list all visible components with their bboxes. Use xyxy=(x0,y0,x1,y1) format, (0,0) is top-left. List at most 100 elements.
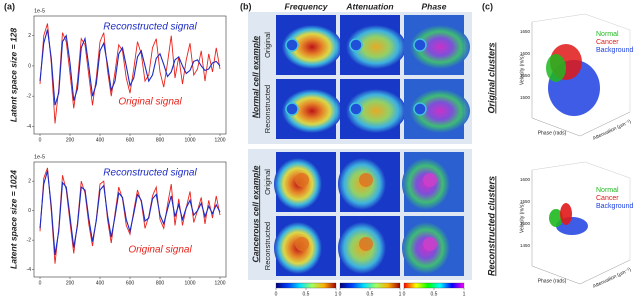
y-tick-label: -2 xyxy=(27,94,32,100)
z-tick-label: 1550 xyxy=(520,199,531,204)
z-axis-label: Velocity (m/s) xyxy=(519,203,525,233)
legend-label: Reconstructed signal xyxy=(103,168,197,179)
y-axis-label: Attenuation (μm⁻¹) xyxy=(592,267,632,290)
colorbar-tick-label: 1 xyxy=(335,291,338,297)
colorbar-tick-label: 0 xyxy=(339,291,342,297)
nucleus xyxy=(413,38,427,52)
offset-label: 1e-5 xyxy=(34,8,45,14)
plot-frame xyxy=(33,161,227,278)
cell xyxy=(410,25,470,69)
nucleus xyxy=(295,237,309,251)
legend-label: Original signal xyxy=(118,97,182,108)
legend-label: Cancer xyxy=(596,195,619,202)
panel-label: (c) xyxy=(482,1,493,11)
nucleus xyxy=(423,173,437,187)
group-title: Normal cell example xyxy=(250,36,260,118)
legend-label: Cancer xyxy=(596,39,619,46)
x-tick-label: 800 xyxy=(156,280,165,286)
z-axis-label: Velocity (m/s) xyxy=(519,55,525,85)
legend-label: Original signal xyxy=(128,245,192,256)
offset-label: 1e-5 xyxy=(34,154,45,160)
nucleus xyxy=(413,102,427,116)
row-label: Original xyxy=(263,169,272,195)
x-tick-label: 400 xyxy=(96,280,105,286)
z-tick-label: 1650 xyxy=(520,29,531,34)
colorbar-tick-label: 1 xyxy=(463,291,466,297)
colorbar-tick-label: 0.5 xyxy=(367,291,374,297)
z-tick-label: 1450 xyxy=(520,243,531,248)
legend-label: Normal xyxy=(596,187,619,194)
plot-title: Original clusters xyxy=(486,42,496,113)
y-tick-label: 0 xyxy=(28,208,31,214)
z-tick-label: 1500 xyxy=(520,221,531,226)
z-tick-label: 1550 xyxy=(520,73,531,78)
nucleus xyxy=(359,237,373,251)
nucleus xyxy=(295,173,309,187)
group-title: Cancerous cell example xyxy=(250,165,260,262)
legend-label: Background xyxy=(596,203,633,210)
cell xyxy=(282,25,342,69)
signal-line xyxy=(39,170,221,255)
nucleus xyxy=(423,237,437,251)
y-axis-label: Latent space size = 128 xyxy=(8,28,18,123)
colorbar-tick-label: 0.5 xyxy=(303,291,310,297)
colorbar-tick-label: 0.5 xyxy=(431,291,438,297)
z-tick-label: 1600 xyxy=(520,177,531,182)
axis-box xyxy=(531,170,631,285)
x-tick-label: 200 xyxy=(66,137,75,143)
axis-box xyxy=(531,161,631,260)
cluster-cancer xyxy=(560,203,572,225)
x-axis-label: Phase (rads) xyxy=(538,130,567,136)
nucleus xyxy=(285,38,299,52)
x-axis-label: Phase (rads) xyxy=(538,278,567,284)
row-label: Original xyxy=(263,32,272,58)
x-tick-label: 1200 xyxy=(214,280,225,286)
axis-box xyxy=(531,13,631,112)
x-tick-label: 1200 xyxy=(214,137,225,143)
z-tick-label: 1500 xyxy=(520,95,531,100)
nucleus xyxy=(285,102,299,116)
colorbar xyxy=(403,282,465,289)
column-header: Attenuation xyxy=(345,1,393,11)
cell xyxy=(346,89,406,133)
cluster-normal xyxy=(546,54,566,82)
x-tick-label: 600 xyxy=(126,137,135,143)
column-header: Phase xyxy=(421,1,446,11)
signal-line xyxy=(39,29,221,106)
y-tick-label: 0 xyxy=(28,63,31,69)
colorbar xyxy=(339,282,401,289)
nucleus xyxy=(359,173,373,187)
row-label: Reconstructed xyxy=(263,85,272,133)
x-tick-label: 1000 xyxy=(184,137,195,143)
x-tick-label: 0 xyxy=(39,280,42,286)
signal-line xyxy=(39,23,221,124)
colorbar-tick-label: 1 xyxy=(399,291,402,297)
row-label: Reconstructed xyxy=(263,222,272,270)
cluster-normal xyxy=(549,209,563,227)
nucleus xyxy=(349,102,363,116)
x-tick-label: 1000 xyxy=(184,280,195,286)
colorbar-tick-label: 0 xyxy=(275,291,278,297)
cell xyxy=(282,89,342,133)
panel-label: (a) xyxy=(4,1,15,11)
y-axis-label: Latent space size = 1024 xyxy=(8,170,18,269)
x-tick-label: 600 xyxy=(126,280,135,286)
plot-title: Reconstructed clusters xyxy=(486,176,496,276)
legend-label: Reconstructed signal xyxy=(103,22,197,33)
column-header: Frequency xyxy=(285,1,329,11)
colorbar xyxy=(275,282,337,289)
z-tick-label: 1600 xyxy=(520,51,531,56)
y-tick-label: -2 xyxy=(27,237,32,243)
cell xyxy=(346,25,406,69)
signal-line xyxy=(39,167,221,264)
nucleus xyxy=(349,38,363,52)
axis-box xyxy=(531,22,631,137)
x-tick-label: 400 xyxy=(96,137,105,143)
y-tick-label: 2 xyxy=(28,178,31,184)
colorbar-tick-label: 0 xyxy=(403,291,406,297)
y-tick-label: -4 xyxy=(27,267,32,273)
legend-label: Background xyxy=(596,47,633,54)
panel-label: (b) xyxy=(240,1,252,11)
x-tick-label: 200 xyxy=(66,280,75,286)
